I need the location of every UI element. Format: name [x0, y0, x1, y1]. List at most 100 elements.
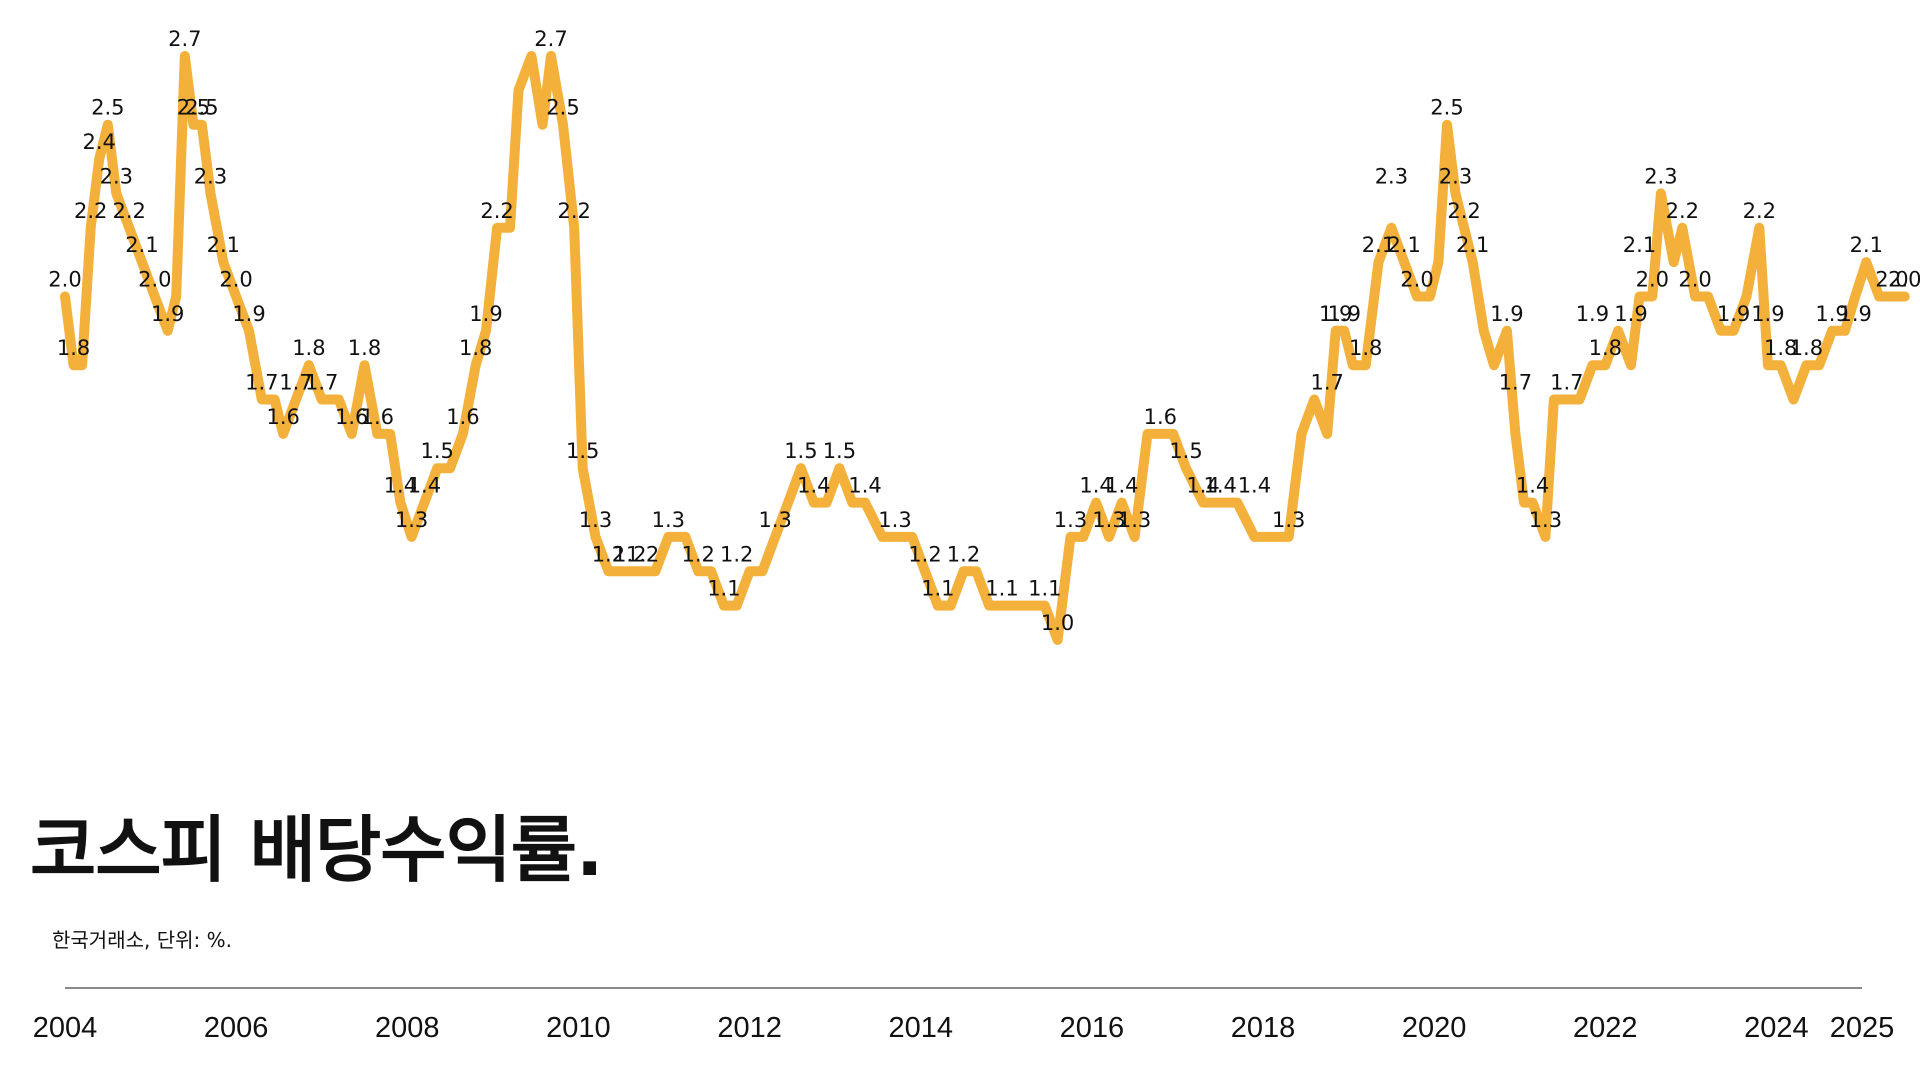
data-label: 2.1: [1456, 233, 1489, 257]
data-label: 1.5: [420, 439, 453, 463]
data-label: 1.3: [395, 508, 428, 532]
x-tick-label: 2022: [1573, 1012, 1638, 1044]
data-label: 1.4: [1516, 474, 1549, 498]
data-label: 1.3: [1118, 508, 1151, 532]
x-tick-label: 2004: [33, 1012, 98, 1044]
data-label: 1.9: [1614, 302, 1647, 326]
data-label: 1.8: [348, 336, 381, 360]
data-labels: 2.01.82.22.42.52.32.22.12.01.92.72.52.52…: [48, 27, 1920, 635]
data-label: 2.3: [1375, 164, 1408, 188]
data-label: 2.7: [534, 27, 567, 51]
data-label: 1.2: [908, 542, 941, 566]
data-label: 1.7: [245, 371, 278, 395]
data-label: 1.9: [1838, 302, 1871, 326]
data-label: 2.3: [100, 164, 133, 188]
data-label: 2.1: [1850, 233, 1883, 257]
data-label: 1.6: [361, 405, 394, 429]
data-label: 2.4: [82, 130, 115, 154]
data-label: 2.1: [125, 233, 158, 257]
data-label: 1.9: [1751, 302, 1784, 326]
data-label: 1.1: [921, 577, 954, 601]
data-label: 2.0: [138, 268, 171, 292]
chart-title: 코스피 배당수익률.: [30, 808, 603, 892]
data-label: 1.1: [1028, 577, 1061, 601]
data-label: 2.0: [48, 268, 81, 292]
data-label: 1.8: [1589, 336, 1622, 360]
data-label: 1.4: [1105, 474, 1138, 498]
data-label: 2.2: [112, 199, 145, 223]
data-label: 1.2: [681, 542, 714, 566]
data-label: 1.6: [266, 405, 299, 429]
data-label: 1.8: [292, 336, 325, 360]
data-label: 1.3: [1054, 508, 1087, 532]
data-label: 2.3: [1644, 164, 1677, 188]
x-tick-label: 2014: [888, 1012, 953, 1044]
data-label: 1.8: [57, 336, 90, 360]
chart-source-note: 한국거래소, 단위: %.: [52, 928, 232, 952]
x-tick-label: 2025: [1830, 1012, 1895, 1044]
data-label: 2.0: [1678, 268, 1711, 292]
x-tick-label: 2006: [204, 1012, 269, 1044]
data-label: 2.0: [1400, 268, 1433, 292]
data-label: 1.8: [1349, 336, 1382, 360]
data-label: 1.4: [1186, 474, 1219, 498]
data-label: 1.3: [1529, 508, 1562, 532]
data-label: 1.5: [784, 439, 817, 463]
data-label: 1.6: [335, 405, 368, 429]
data-label: 1.8: [1790, 336, 1823, 360]
data-label: 1.5: [566, 439, 599, 463]
data-label: 1.4: [1238, 474, 1271, 498]
data-label: 1.9: [1717, 302, 1750, 326]
data-label: 1.0: [1041, 611, 1074, 635]
data-label: 2.5: [185, 96, 218, 120]
data-label: 1.3: [1092, 508, 1125, 532]
data-label: 1.9: [1490, 302, 1523, 326]
data-label: 1.2: [626, 542, 659, 566]
data-label: 2.1: [1623, 233, 1656, 257]
data-label: 2.5: [546, 96, 579, 120]
data-label: 1.3: [652, 508, 685, 532]
data-label: 2.3: [1439, 164, 1472, 188]
data-label: 1.6: [446, 405, 479, 429]
data-label: 1.9: [151, 302, 184, 326]
data-label: 2.2: [480, 199, 513, 223]
data-label: 2.0: [1636, 268, 1669, 292]
data-label: 1.7: [305, 371, 338, 395]
data-label: 2.1: [1362, 233, 1395, 257]
data-label: 1.1: [985, 577, 1018, 601]
data-label: 1.3: [1272, 508, 1305, 532]
data-label: 1.9: [1319, 302, 1352, 326]
data-label: 1.7: [1310, 371, 1343, 395]
x-tick-label: 2016: [1060, 1012, 1125, 1044]
data-label: 2.2: [1666, 199, 1699, 223]
series-line-kospi-dividend-yield: [60, 51, 1910, 645]
data-label: 1.5: [1169, 439, 1202, 463]
data-label: 2.1: [207, 233, 240, 257]
x-axis-ticks: 2004 2006 2008 2010 2012 2014 2016 2018 2020 2022…: [33, 1012, 1895, 1044]
data-label: 1.4: [848, 474, 881, 498]
data-label: 2.0: [219, 268, 252, 292]
data-label: 1.6: [1144, 405, 1177, 429]
data-label: 1.4: [1203, 474, 1236, 498]
data-label: 1.4: [408, 474, 441, 498]
data-label: 2.7: [168, 27, 201, 51]
x-tick-label: 2018: [1231, 1012, 1296, 1044]
x-tick-label: 2010: [546, 1012, 611, 1044]
data-label: 2.0: [1875, 268, 1908, 292]
data-label: 1.4: [797, 474, 830, 498]
data-label: 1.2: [947, 542, 980, 566]
data-label: 1.7: [279, 371, 312, 395]
data-label: 1.3: [579, 508, 612, 532]
data-label: 1.8: [1764, 336, 1797, 360]
data-label: 1.5: [823, 439, 856, 463]
data-label: 2.1: [1387, 233, 1420, 257]
x-tick-label: 2012: [717, 1012, 782, 1044]
data-label: 1.4: [1079, 474, 1112, 498]
data-label: 1.9: [232, 302, 265, 326]
x-tick-label: 2024: [1744, 1012, 1809, 1044]
x-tick-label: 2020: [1402, 1012, 1467, 1044]
data-label: 1.3: [758, 508, 791, 532]
data-label: 2.5: [177, 96, 210, 120]
data-label: 2.2: [1447, 199, 1480, 223]
data-label: 1.4: [384, 474, 417, 498]
